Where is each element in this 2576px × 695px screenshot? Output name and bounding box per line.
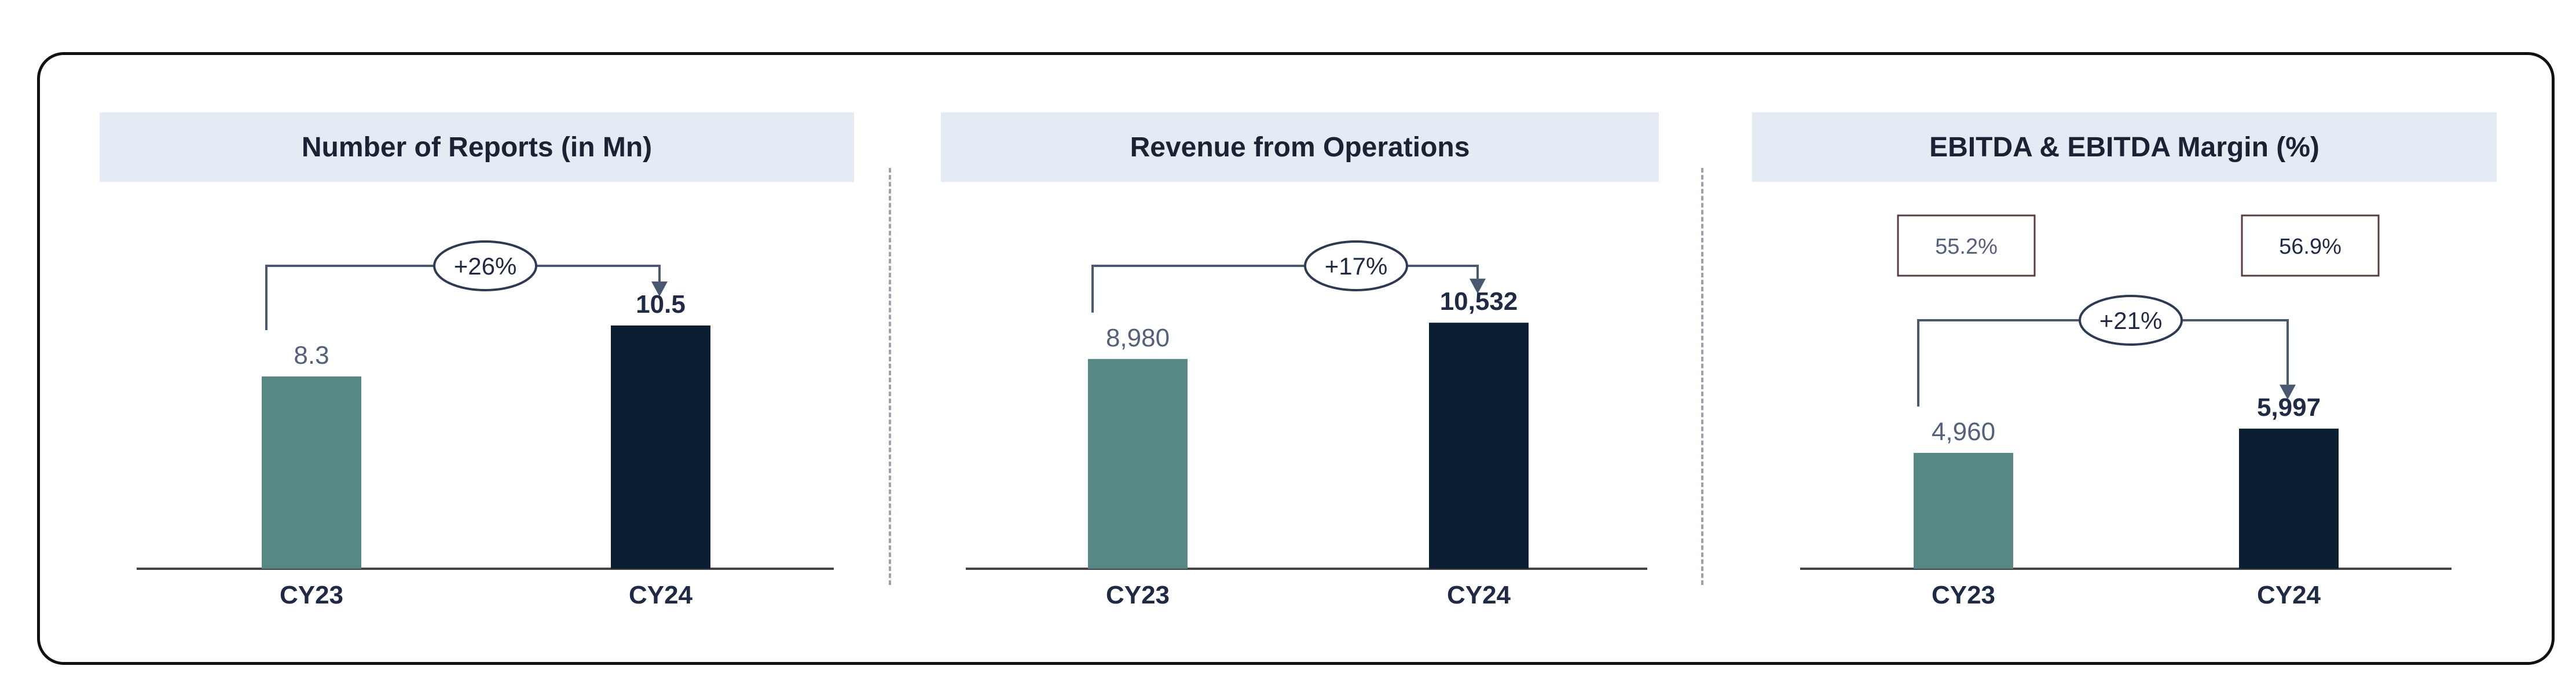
chart3-tick-label-cy24: CY24 [2257, 581, 2321, 609]
chart1-growth-label: +26% [454, 253, 517, 280]
chart-title-reports: Number of Reports (in Mn) [100, 112, 854, 182]
separator-1 [889, 168, 891, 585]
chart1-bar-cy24 [611, 325, 710, 569]
chart3-margin-label-2: 56.9% [2279, 235, 2342, 259]
chart3-bar-cy23 [1914, 452, 2013, 569]
chart2-growth-label: +17% [1325, 253, 1388, 280]
chart-title-revenue: Revenue from Operations [941, 112, 1659, 182]
chart3-margin-box-2 [2241, 214, 2380, 277]
chart1-value-label-cy23: 8.3 [294, 341, 329, 370]
chart2-bar-cy23 [1088, 359, 1188, 569]
chart3-growth-label: +21% [2099, 307, 2163, 334]
chart2-growth-bubble [1304, 240, 1408, 291]
chart2-value-label-cy23: 8,980 [1106, 324, 1170, 352]
chart3-value-label-cy24: 5,997 [2257, 393, 2321, 422]
chart1-growth-arrowhead [651, 281, 668, 297]
chart1-bar-cy23 [262, 376, 361, 569]
chart-title-ebitda: EBITDA & EBITDA Margin (%) [1752, 112, 2497, 182]
chart1-tick-label-cy24: CY24 [629, 581, 693, 609]
chart3-growth-arrowhead [2280, 385, 2296, 400]
chart1-value-label-cy24: 10.5 [636, 290, 686, 319]
chart2-bar-cy24 [1429, 323, 1529, 569]
chart2-growth-arrowhead [1470, 279, 1486, 294]
separator-2 [1701, 168, 1703, 585]
chart3-margin-label-1: 55.2% [1935, 235, 1998, 259]
chart2-value-label-cy24: 10,532 [1440, 287, 1518, 316]
chart3-bar-cy24 [2239, 429, 2339, 569]
chart3-margin-box-1 [1897, 214, 2036, 277]
chart3-value-label-cy23: 4,960 [1932, 418, 1995, 446]
chart1-growth-bubble [433, 240, 537, 291]
chart2-tick-label-cy24: CY24 [1447, 581, 1511, 609]
kpi-card [37, 52, 2555, 665]
chart3-growth-bubble [2079, 295, 2183, 346]
chart1-tick-label-cy23: CY23 [280, 581, 343, 609]
chart3-tick-label-cy23: CY23 [1932, 581, 1995, 609]
chart2-growth-connector [1091, 265, 1479, 313]
chart2-tick-label-cy23: CY23 [1106, 581, 1170, 609]
